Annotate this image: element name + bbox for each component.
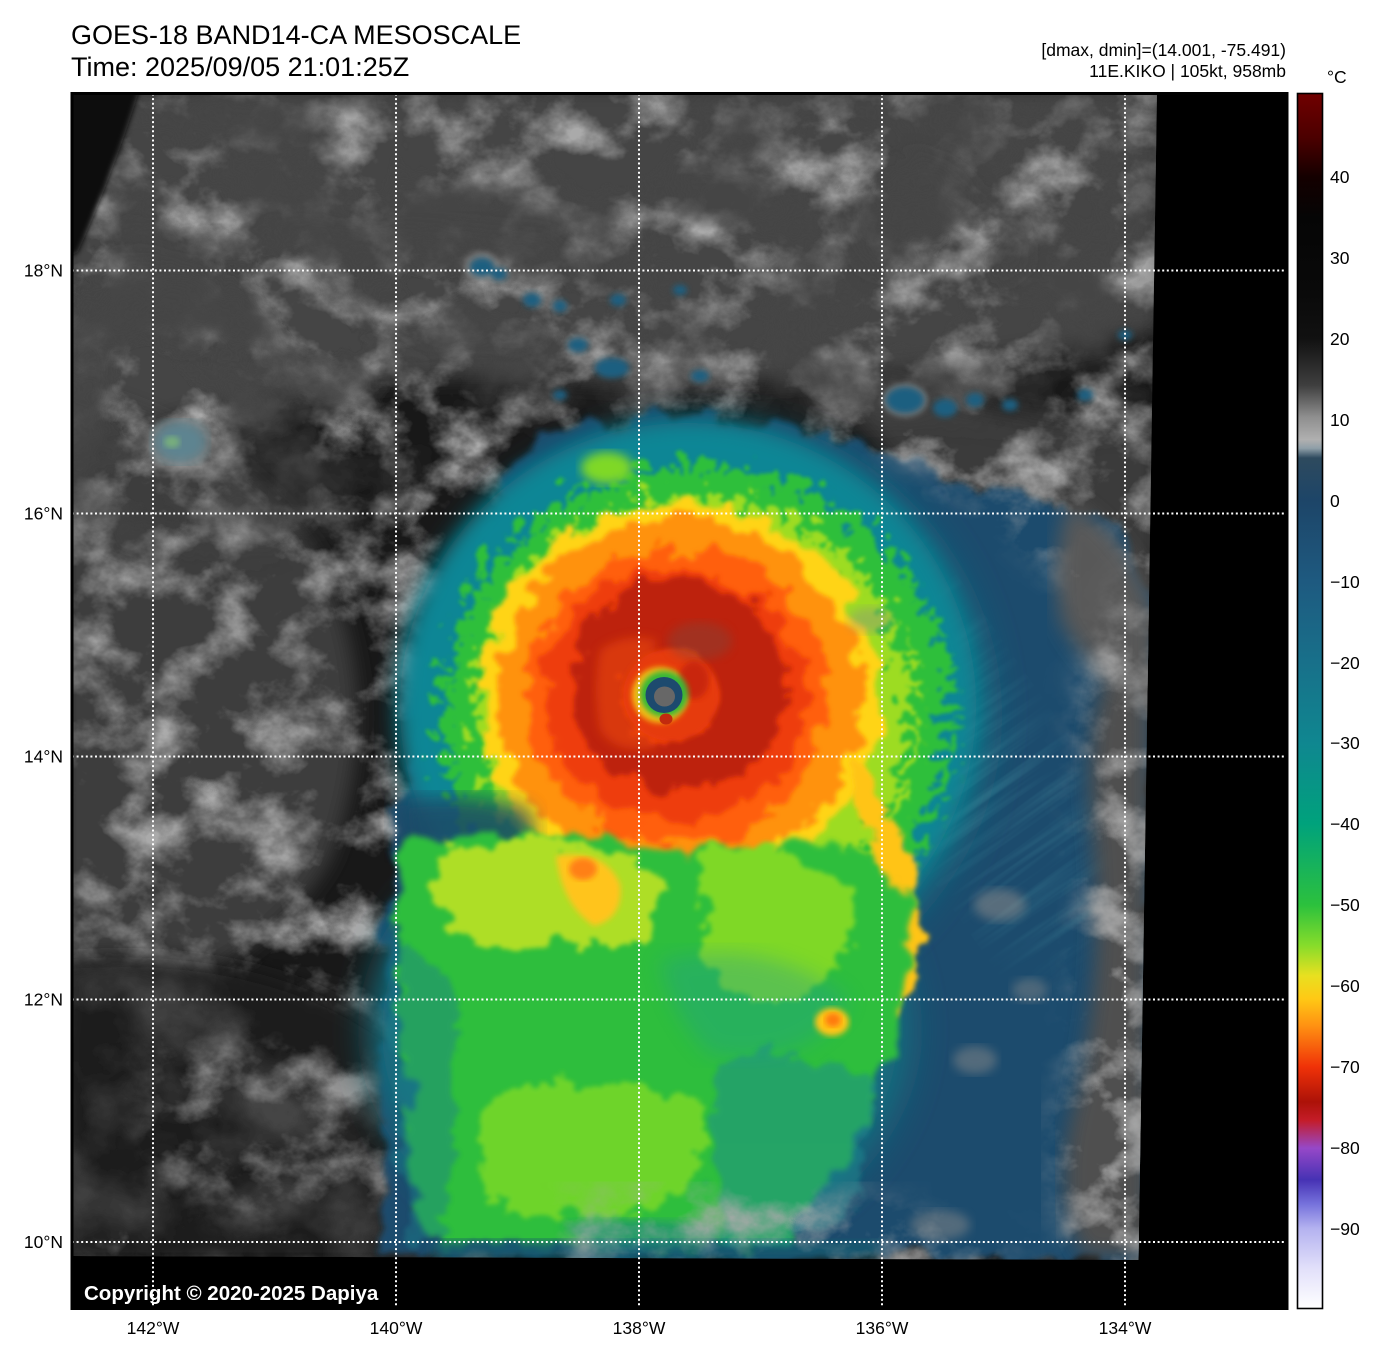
svg-text:18°N: 18°N [24,261,63,281]
svg-text:−80: −80 [1330,1138,1360,1158]
svg-text:40: 40 [1330,167,1350,187]
svg-text:−40: −40 [1330,814,1360,834]
svg-text:14°N: 14°N [24,747,63,767]
svg-text:30: 30 [1330,248,1350,268]
svg-text:°C: °C [1327,67,1347,87]
svg-text:−10: −10 [1330,572,1360,592]
svg-text:0: 0 [1330,491,1340,511]
svg-text:136°W: 136°W [856,1318,909,1338]
svg-text:−90: −90 [1330,1219,1360,1239]
svg-text:Copyright © 2020-2025 Dapiya: Copyright © 2020-2025 Dapiya [84,1282,379,1305]
svg-text:−60: −60 [1330,976,1360,996]
svg-text:Time: 2025/09/05 21:01:25Z: Time: 2025/09/05 21:01:25Z [71,52,409,82]
svg-text:−20: −20 [1330,653,1360,673]
svg-text:140°W: 140°W [370,1318,423,1338]
svg-text:[dmax, dmin]=(14.001, -75.491): [dmax, dmin]=(14.001, -75.491) [1041,40,1286,60]
svg-text:10: 10 [1330,410,1350,430]
svg-text:−70: −70 [1330,1057,1360,1077]
svg-text:138°W: 138°W [613,1318,666,1338]
svg-text:11E.KIKO | 105kt, 958mb: 11E.KIKO | 105kt, 958mb [1089,61,1286,81]
svg-text:134°W: 134°W [1099,1318,1152,1338]
svg-text:20: 20 [1330,329,1350,349]
svg-text:−30: −30 [1330,733,1360,753]
svg-text:16°N: 16°N [24,504,63,524]
svg-text:10°N: 10°N [24,1232,63,1252]
svg-text:12°N: 12°N [24,990,63,1010]
svg-text:GOES-18 BAND14-CA MESOSCALE: GOES-18 BAND14-CA MESOSCALE [71,20,521,50]
svg-text:−50: −50 [1330,895,1360,915]
svg-text:142°W: 142°W [127,1318,180,1338]
